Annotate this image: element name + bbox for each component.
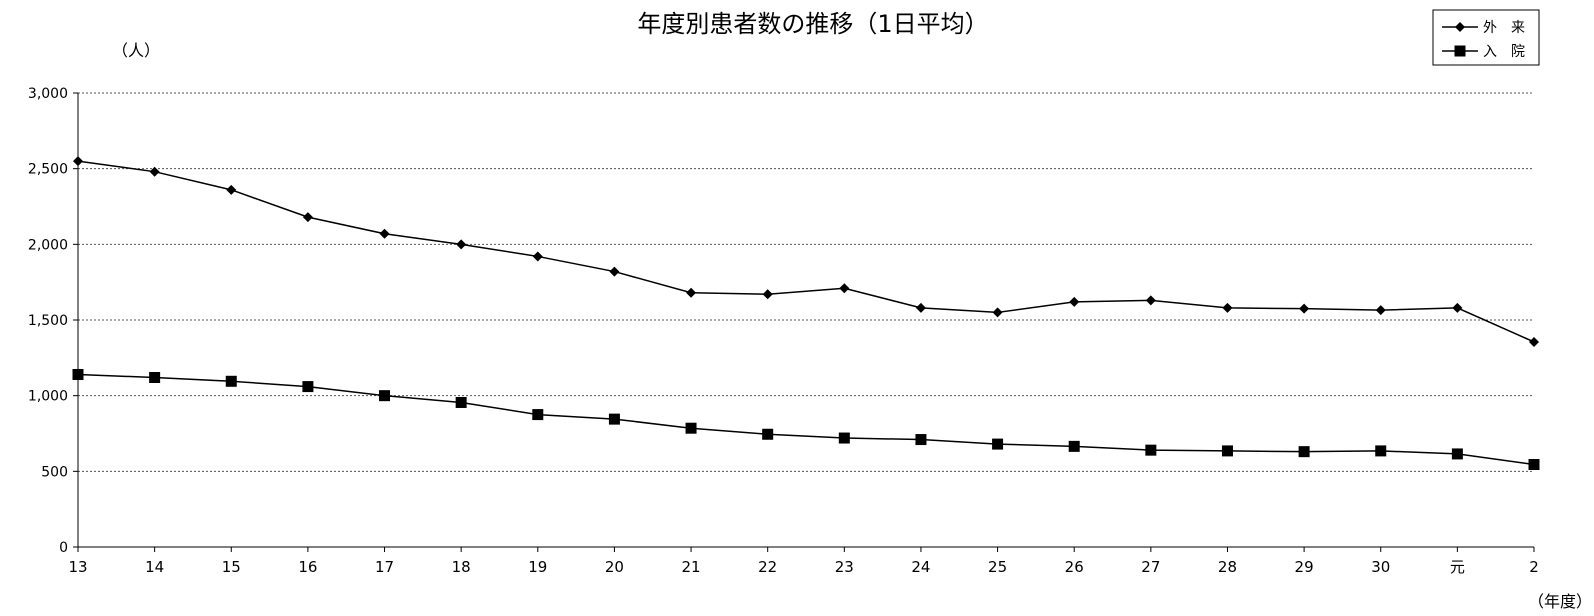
data-point-square: [762, 428, 774, 440]
data-point-square: [1298, 446, 1310, 458]
data-point-diamond: [532, 251, 543, 262]
x-tick-label: 30: [1371, 558, 1390, 576]
legend-items: 外 来入 院: [1442, 20, 1525, 60]
data-point-square: [1375, 445, 1387, 457]
legend: 外 来入 院: [1432, 9, 1540, 66]
x-tick-label: 18: [452, 558, 471, 576]
data-point-diamond: [379, 228, 390, 239]
data-point-diamond: [609, 266, 620, 277]
x-tick-label: 23: [835, 558, 854, 576]
data-point-diamond: [915, 302, 926, 313]
y-axis-ticks: 0 500 1,000 1,500 2,000 2,500 3,000: [28, 86, 78, 556]
y-tick-label: 1,000: [28, 389, 68, 405]
data-point-square: [685, 422, 697, 434]
data-point-diamond: [1299, 303, 1310, 314]
data-point-diamond: [839, 283, 850, 294]
data-point-diamond: [1375, 305, 1386, 316]
series: [72, 156, 1540, 471]
data-point-diamond: [149, 166, 160, 177]
x-tick-label: 2: [1529, 558, 1539, 576]
x-tick-label: 元: [1450, 558, 1465, 576]
y-axis-unit-label: （人）: [112, 41, 160, 60]
y-tick-label: 2,500: [28, 162, 68, 178]
data-point-square: [379, 390, 391, 402]
x-axis-ticks: 13 14 15 16 17 18 19 20 21 22 23 24 25 26 27 28 29 30 元 2: [68, 547, 1539, 576]
data-point-square: [608, 413, 620, 425]
data-point-square: [915, 434, 927, 446]
x-tick-label: 19: [528, 558, 547, 576]
data-point-square: [532, 409, 544, 421]
y-tick-label: 500: [41, 464, 68, 480]
grid-lines: [78, 92, 1534, 472]
series-line: [77, 373, 1535, 466]
chart-title: 年度別患者数の推移（1日平均）: [637, 10, 988, 38]
x-tick-label: 28: [1218, 558, 1237, 576]
data-point-square: [992, 438, 1004, 450]
data-point-diamond: [456, 239, 467, 250]
x-tick-label: 29: [1295, 558, 1314, 576]
data-point-square: [455, 396, 467, 408]
y-tick-label: 2,000: [28, 237, 68, 253]
x-tick-label: 22: [758, 558, 777, 576]
data-point-diamond: [226, 184, 237, 195]
data-point-diamond: [302, 212, 313, 223]
series-line: [77, 160, 1535, 343]
y-tick-label: 0: [59, 540, 68, 556]
data-point-square: [838, 432, 850, 444]
data-point-diamond: [686, 287, 697, 298]
data-point-square: [302, 381, 314, 393]
data-point-square: [1068, 440, 1080, 452]
legend-box: [1432, 9, 1540, 66]
series-outpatient: [73, 156, 1539, 347]
x-tick-label: 16: [298, 558, 317, 576]
data-point-diamond: [73, 156, 83, 167]
data-point-square: [225, 375, 237, 387]
series-inpatient: [72, 368, 1540, 471]
data-point-square: [1451, 448, 1463, 460]
data-point-diamond: [1069, 296, 1080, 307]
x-axis-unit-label: （年度）: [1528, 592, 1592, 611]
x-tick-label: 26: [1065, 558, 1084, 576]
data-point-diamond: [762, 289, 773, 300]
x-tick-label: 24: [911, 558, 930, 576]
x-tick-label: 25: [988, 558, 1007, 576]
y-tick-label: 3,000: [28, 86, 68, 102]
x-tick-label: 17: [375, 558, 394, 576]
x-tick-label: 20: [605, 558, 624, 576]
legend-marker: [1455, 22, 1465, 32]
data-point-square: [72, 368, 84, 380]
data-point-diamond: [1222, 302, 1233, 313]
data-point-square: [1221, 445, 1233, 457]
legend-label: 外 来: [1483, 20, 1525, 36]
x-tick-label: 21: [682, 558, 701, 576]
data-point-diamond: [1529, 336, 1539, 347]
data-point-square: [1528, 459, 1540, 471]
legend-marker: [1454, 45, 1466, 57]
x-tick-label: 27: [1141, 558, 1160, 576]
y-tick-label: 1,500: [28, 313, 68, 329]
legend-label: 入 院: [1483, 44, 1525, 60]
data-point-diamond: [1452, 302, 1463, 313]
x-tick-label: 14: [145, 558, 164, 576]
data-point-square: [1145, 444, 1157, 456]
data-point-square: [149, 372, 161, 384]
x-tick-label: 15: [222, 558, 241, 576]
x-tick-label: 13: [68, 558, 87, 576]
data-point-diamond: [1145, 295, 1156, 306]
data-point-diamond: [992, 307, 1003, 318]
